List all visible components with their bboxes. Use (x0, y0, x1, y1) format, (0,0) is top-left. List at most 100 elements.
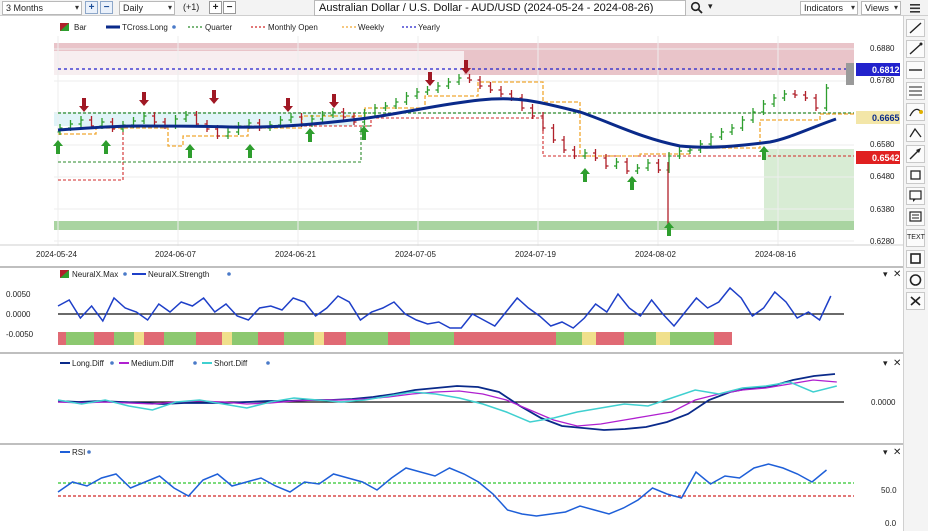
buy-arrow-head (627, 176, 637, 182)
price-bars[interactable] (57, 74, 830, 228)
views-label: Views (865, 3, 889, 13)
heatmap-cell (714, 332, 732, 345)
channel-icon[interactable] (906, 103, 925, 121)
short-diff-visibility-dot[interactable] (266, 361, 270, 365)
text-icon[interactable]: TEXT (906, 229, 925, 247)
highlight-band (54, 112, 354, 126)
remove-button[interactable]: − (100, 1, 113, 14)
neuralx-collapse-icon[interactable]: ▾ (883, 269, 888, 279)
note-icon[interactable] (906, 187, 925, 205)
rsi-panel[interactable]: RSI 50.0 0.0 ▾ ✕ (57, 447, 901, 528)
rsi-visibility-dot[interactable] (87, 450, 91, 454)
heatmap-cell (410, 332, 454, 345)
ellipse-icon[interactable] (906, 271, 925, 289)
neuralx-tick: -0.0050 (6, 330, 34, 339)
quarter-line[interactable] (58, 125, 371, 163)
tcross-long-line[interactable] (57, 97, 837, 149)
price-panel[interactable]: Bar TCross.Long Quarter Monthly Open Wee… (0, 16, 903, 269)
buy-arrow-head (101, 140, 111, 146)
heatmap-cell (582, 332, 596, 345)
delete-all-icon[interactable] (906, 292, 925, 310)
price-tick: 0.6880 (870, 44, 895, 53)
legend-short-diff: Short.Diff (214, 359, 248, 368)
heatmap-cell (388, 332, 410, 345)
diagonal-line-icon[interactable] (906, 40, 925, 58)
top-toolbar: 3 Months + − Daily (+1) + − Australian D… (0, 0, 928, 16)
search-icon[interactable] (690, 1, 704, 15)
horizontal-line-icon[interactable] (906, 61, 925, 79)
resistance-zone-inner (54, 51, 464, 75)
fibonacci-icon[interactable] (906, 82, 925, 100)
tcross-badge-text: 0.6665 (872, 113, 900, 123)
price-tick: 0.6480 (870, 172, 895, 181)
offset-decrease-button[interactable]: − (223, 1, 236, 14)
arrow-tool-icon[interactable] (906, 145, 925, 163)
neuralx-max-visibility-dot[interactable] (123, 272, 127, 276)
offset-increase-button[interactable]: + (209, 1, 222, 14)
instrument-title[interactable]: Australian Dollar / U.S. Dollar - AUD/US… (314, 0, 686, 16)
sell-arrow-head (79, 106, 89, 112)
eraser-icon[interactable] (906, 166, 925, 184)
heatmap-cell (284, 332, 314, 345)
sell-arrow-head (209, 98, 219, 104)
sell-arrow-shaft (464, 60, 468, 68)
long-diff-visibility-dot[interactable] (110, 361, 114, 365)
rsi-close-icon[interactable]: ✕ (893, 447, 901, 458)
menu-icon[interactable] (909, 2, 921, 14)
buy-arrow-shaft (248, 150, 252, 158)
sell-arrow-head (461, 68, 471, 74)
period-value: 3 Months (6, 3, 44, 13)
indicators-button[interactable]: Indicators (800, 1, 858, 15)
legend-yearly: Yearly (418, 23, 440, 32)
interval-select[interactable]: Daily (119, 1, 175, 15)
buy-arrow-head (185, 144, 195, 150)
legend-bar: Bar (74, 23, 87, 32)
offset-label: (+1) (180, 1, 208, 15)
draw-line-icon[interactable] (906, 19, 925, 37)
monthly-open-line[interactable] (58, 117, 854, 181)
diff-collapse-icon[interactable]: ▾ (883, 358, 888, 368)
buy-arrow-head (245, 144, 255, 150)
short-diff-line[interactable] (57, 381, 837, 423)
rsi-line[interactable] (57, 463, 827, 517)
diff-close-icon[interactable]: ✕ (893, 358, 901, 369)
pitchfork-icon[interactable] (906, 124, 925, 142)
neuralx-panel[interactable]: NeuralX.Max NeuralX.Strength 0.0050 0.00… (0, 269, 903, 354)
diff-panel[interactable]: Long.Diff Medium.Diff Short.Diff 0.0000 … (0, 358, 903, 445)
price-legend: Bar TCross.Long Quarter Monthly Open Wee… (60, 23, 440, 32)
buy-arrow-shaft (583, 174, 587, 182)
buy-arrow-head (580, 168, 590, 174)
heatmap-cell (624, 332, 656, 345)
tcross-visibility-dot[interactable] (172, 25, 176, 29)
annotation-icon[interactable] (906, 208, 925, 226)
price-axis[interactable]: 0.6880 0.6780 0.6580 0.6480 0.6380 0.628… (846, 36, 903, 252)
neuralx-close-icon[interactable]: ✕ (893, 269, 901, 280)
sell-arrow-shaft (82, 98, 86, 106)
add-button[interactable]: + (85, 1, 98, 14)
long-diff-line[interactable] (57, 373, 836, 431)
interval-value: Daily (123, 3, 144, 13)
date-label: 2024-06-21 (275, 250, 316, 259)
date-label: 2024-07-19 (515, 250, 556, 259)
neuralx-tick: 0.0000 (6, 310, 31, 319)
price-tick: 0.6280 (870, 237, 895, 246)
search-dropdown-icon[interactable]: ▾ (708, 1, 713, 11)
price-scrollbar[interactable] (846, 63, 854, 85)
buy-arrow-head (359, 126, 369, 132)
buy-arrow-shaft (667, 228, 671, 236)
date-label: 2024-06-07 (155, 250, 196, 259)
date-label: 2024-08-02 (635, 250, 676, 259)
neuralx-strength-visibility-dot[interactable] (227, 272, 231, 276)
buy-arrow-shaft (362, 132, 366, 140)
rectangle-icon[interactable] (906, 250, 925, 268)
chart-area[interactable]: Bar TCross.Long Quarter Monthly Open Wee… (0, 16, 903, 531)
neuralx-strength-line[interactable] (57, 286, 832, 329)
views-button[interactable]: Views (861, 1, 901, 15)
date-axis[interactable]: 2024-05-24 2024-06-07 2024-06-21 2024-07… (0, 244, 903, 259)
period-select[interactable]: 3 Months (2, 1, 82, 15)
medium-diff-visibility-dot[interactable] (193, 361, 197, 365)
neuralx-max-legend-icon-down (60, 270, 69, 278)
rsi-collapse-icon[interactable]: ▾ (883, 447, 888, 457)
sell-arrow-head (425, 80, 435, 86)
sell-arrow-shaft (142, 92, 146, 100)
